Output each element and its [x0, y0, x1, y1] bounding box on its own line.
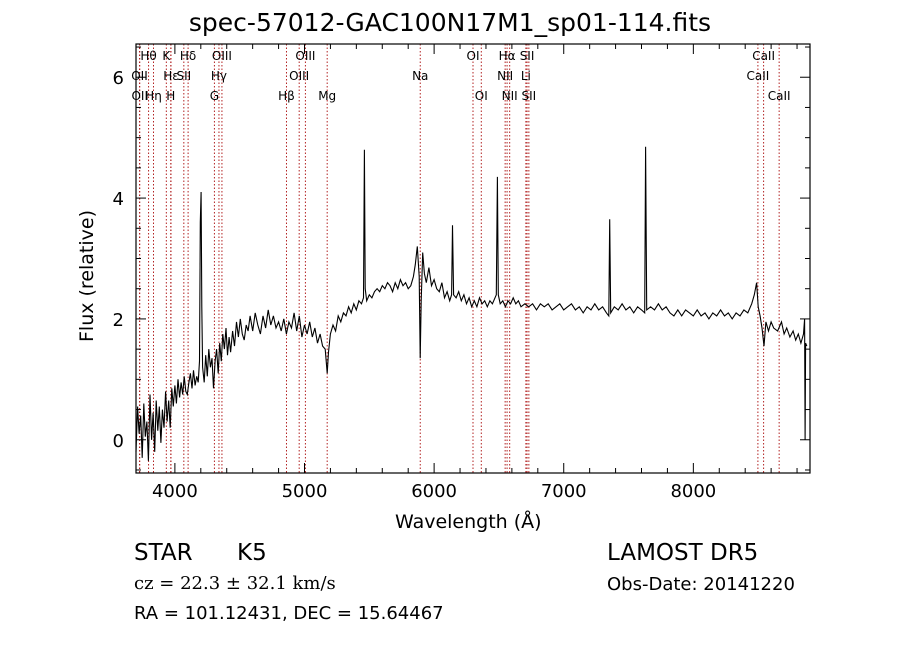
line-marker-label: G [210, 89, 219, 103]
x-axis-label: Wavelength (Å) [395, 511, 542, 533]
line-marker-label: Hβ [278, 89, 295, 103]
line-marker-label: Hγ [211, 69, 227, 83]
line-marker-label: OIII [212, 49, 232, 63]
x-tick-label: 8000 [670, 481, 716, 502]
line-marker-label: H [166, 89, 175, 103]
axis-tick-labels: 4000 5000 6000 7000 8000 0 2 4 6 [113, 68, 717, 502]
chart-title: spec-57012-GAC100N17M1_sp01-114.fits [188, 8, 712, 37]
spectral-subclass: K5 [237, 540, 267, 566]
line-marker-label: Mg [318, 89, 336, 103]
x-tick-label: 7000 [541, 481, 587, 502]
object-type: STAR [134, 540, 193, 566]
y-tick-label: 6 [113, 68, 124, 89]
y-tick-label: 0 [113, 431, 124, 452]
line-marker-label: OIII [295, 49, 315, 63]
line-marker-label: NII [502, 89, 518, 103]
line-marker-label: CaII [752, 49, 775, 63]
line-marker-label: OI [475, 89, 488, 103]
survey-name: LAMOST DR5 [607, 540, 759, 566]
line-marker-label: SII [520, 49, 535, 63]
line-marker-label: SII [176, 69, 191, 83]
line-marker-label: Na [412, 69, 428, 83]
x-tick-label: 4000 [152, 481, 198, 502]
line-marker-label: CaII [746, 69, 769, 83]
line-marker-label: Li [521, 69, 531, 83]
y-axis-label: Flux (relative) [76, 209, 98, 343]
y-tick-label: 2 [113, 310, 124, 331]
line-marker-label: Hα [499, 49, 516, 63]
line-marker-label: CaII [768, 89, 791, 103]
observation-date: Obs-Date: 20141220 [607, 574, 795, 595]
line-markers [138, 44, 780, 473]
y-tick-label: 4 [113, 189, 124, 210]
line-marker-label: Hθ [140, 49, 156, 63]
coordinates: RA = 101.12431, DEC = 15.64467 [134, 603, 444, 624]
line-marker-label: OII [131, 69, 148, 83]
spectrum-line [135, 146, 808, 461]
line-marker-label: K [162, 49, 171, 63]
axis-ticks [136, 44, 810, 473]
line-marker-label: Hη [145, 89, 162, 103]
line-marker-label: NII [497, 69, 513, 83]
redshift-velocity: cz = 22.3 ± 32.1 km/s [134, 573, 336, 594]
line-marker-label: SII [522, 89, 537, 103]
x-tick-label: 6000 [411, 481, 457, 502]
x-tick-label: 5000 [282, 481, 328, 502]
line-marker-label: Hδ [180, 49, 196, 63]
line-marker-label: OI [467, 49, 480, 63]
line-marker-label: OIII [289, 69, 309, 83]
line-marker-label: Hε [163, 69, 179, 83]
